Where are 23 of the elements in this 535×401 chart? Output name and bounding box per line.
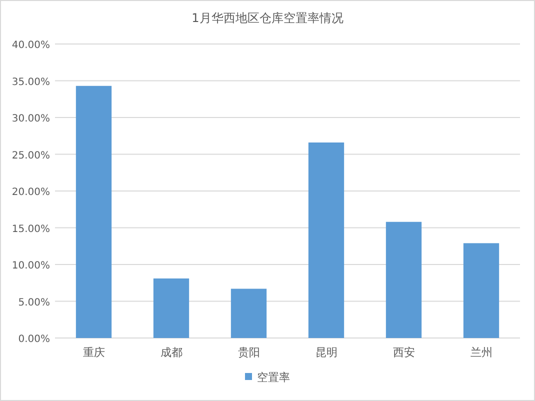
y-tick-label: 5.00% <box>18 297 50 308</box>
bar <box>230 288 267 338</box>
bar <box>463 243 500 338</box>
y-tick-label: 30.00% <box>12 114 50 124</box>
y-tick-label: 10.00% <box>12 260 50 272</box>
y-tick-label: 20.00% <box>12 187 50 198</box>
bar <box>308 142 344 338</box>
x-tick-label: 西安 <box>392 346 415 359</box>
bar <box>76 86 112 338</box>
x-tick-label: 成都 <box>160 346 182 359</box>
chart-title: 1月华西地区仓库空置率情况 <box>192 11 344 25</box>
x-tick-label: 昆明 <box>315 346 338 359</box>
y-tick-label: 0.00% <box>18 334 50 345</box>
y-tick-label: 25.00% <box>12 150 50 162</box>
bar <box>153 278 190 338</box>
y-tick-label: 35.00% <box>12 76 50 88</box>
y-tick-label: 15.00% <box>12 224 50 235</box>
legend-label: 空置率 <box>257 371 290 384</box>
x-tick-label: 兰州 <box>470 346 492 359</box>
bar <box>386 222 422 338</box>
x-tick-label: 贵阳 <box>238 346 260 359</box>
y-tick-label: 40.00% <box>12 40 50 51</box>
x-tick-label: 重庆 <box>82 346 105 359</box>
